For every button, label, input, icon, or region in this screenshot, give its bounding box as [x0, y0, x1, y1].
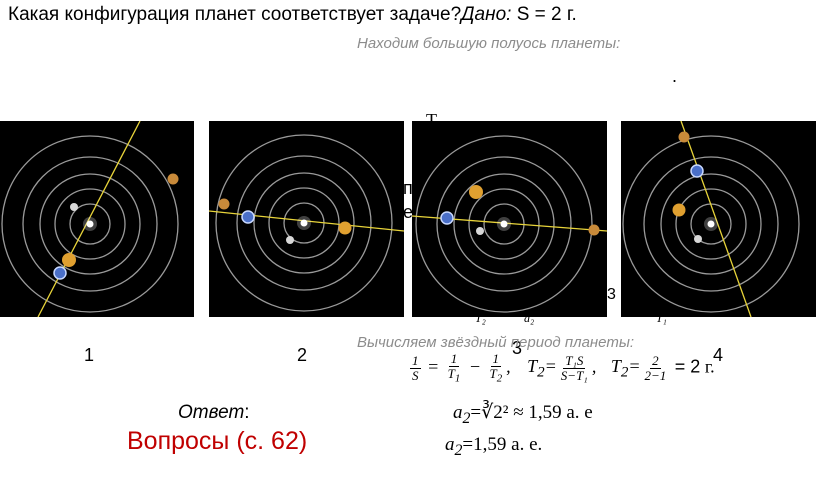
answer-label: Ответ: — [178, 402, 250, 423]
partial-glyph-e: е — [403, 202, 414, 222]
cut-a2: a₂ — [524, 311, 535, 325]
question-text: Какая конфигурация планет соответствует … — [8, 4, 462, 25]
slide-title: Какая конфигурация планет соответствует … — [8, 4, 577, 26]
partial-glyph-p: п — [403, 178, 413, 198]
semi-axis-answer: a2=1,59 a. e. — [445, 434, 543, 459]
label-1: 1 — [84, 345, 95, 365]
questions-link[interactable]: Вопросы (с. 62) — [127, 427, 308, 455]
orbit-panel-2 — [209, 121, 404, 317]
orbit-panel-1 — [0, 121, 194, 317]
eq2: T2= — [527, 356, 557, 382]
frac-2: 2 2−1 — [644, 353, 667, 383]
label-3: 3 — [512, 338, 523, 358]
dot-mark: . — [672, 66, 678, 86]
frac-1-over-t1: 1 T1 — [447, 351, 461, 385]
cut-t1: T₁ — [656, 311, 667, 325]
frac-1-over-t2: 1 T2 — [489, 351, 503, 385]
given-value: S = 2 г. — [516, 4, 577, 25]
orbit-panel-3 — [412, 121, 607, 317]
label-4: 4 — [713, 345, 724, 365]
orbit-panel-4 — [621, 121, 816, 317]
cut-t2: T₂ — [475, 311, 486, 325]
step2-text: Вычисляем звёздный период планеты: — [357, 334, 635, 351]
partial-glyph-t: T — [426, 110, 437, 130]
frac-t1s: T₁S S−T₁ — [560, 353, 588, 383]
partial-glyph-3: 3 — [607, 286, 616, 303]
step1-text: Находим большую полуось планеты: — [357, 35, 621, 52]
label-2: 2 — [297, 345, 308, 365]
given-label: Дано: — [461, 4, 512, 25]
eq3: T2= — [610, 356, 641, 382]
semi-axis-approx: a2=∛2² ≈ 1,59 a. e — [453, 402, 593, 427]
